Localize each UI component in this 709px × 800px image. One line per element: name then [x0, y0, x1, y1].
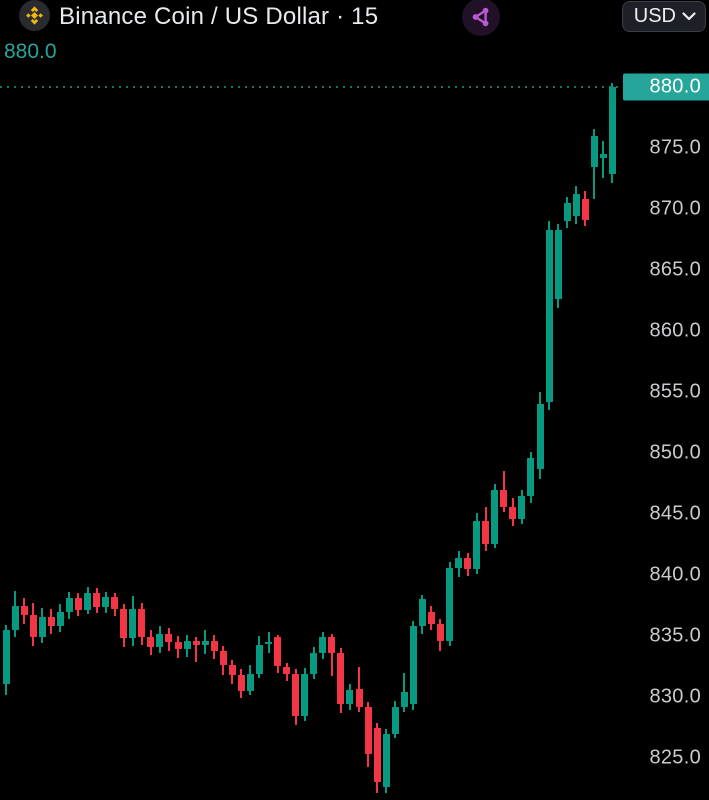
candle-body [111, 597, 119, 610]
candle-body [518, 495, 526, 519]
price-axis-tick: 860.0 [649, 319, 701, 342]
current-price-badge: 880.0 [623, 73, 709, 101]
candle-body [174, 642, 182, 650]
candle-body [319, 637, 327, 654]
candle-body [572, 194, 580, 217]
candlestick-chart-canvas[interactable] [0, 0, 622, 800]
candle-body [608, 87, 616, 174]
candle-wick [330, 633, 333, 677]
price-axis-tick: 830.0 [649, 685, 701, 708]
share-ideas-button[interactable] [462, 0, 500, 36]
candle-body [536, 404, 544, 469]
candle-body [246, 673, 254, 691]
candle-body [156, 633, 164, 647]
candle-body [427, 611, 435, 624]
candle-body [563, 202, 571, 222]
candle-body [120, 609, 128, 639]
candle-body [364, 706, 372, 755]
candle-body [201, 640, 209, 645]
candle-body [301, 673, 309, 717]
candle-body [527, 457, 535, 496]
candle-body [446, 567, 453, 641]
candle-body [581, 199, 589, 220]
candle-body [391, 706, 399, 734]
candle-body [65, 598, 73, 612]
price-axis-tick: 845.0 [649, 502, 701, 525]
candle-body [210, 640, 218, 651]
symbol-title: Binance Coin / US Dollar · 15 [59, 3, 379, 30]
price-axis[interactable]: 880.0 875.0 870.0 865.0 860.0 855.0 850.0 845.… [622, 0, 709, 800]
price-axis-tick: 870.0 [649, 197, 701, 220]
candle-body [20, 605, 28, 616]
candle-body [192, 640, 200, 645]
candle-body [310, 653, 318, 674]
candle-body [84, 593, 91, 611]
binance-bnb-logo-icon [26, 6, 43, 25]
candle-body [283, 666, 291, 674]
candle-wick [602, 140, 605, 179]
candle-body [409, 626, 417, 705]
price-axis-tick: 850.0 [649, 441, 701, 464]
candle-body [436, 623, 444, 641]
candle-body [400, 692, 408, 707]
candle-body [554, 229, 562, 300]
candle-body [228, 665, 236, 676]
chart-header: Binance Coin / US Dollar · 15 USD [0, 0, 709, 66]
current-price-dotted-line [0, 86, 622, 88]
candle-body [38, 616, 46, 638]
candle-body [147, 637, 155, 647]
candle-body [473, 521, 481, 569]
candle-wick [195, 637, 198, 662]
candle-body [292, 673, 300, 717]
price-axis-tick: 865.0 [649, 258, 701, 281]
currency-dropdown[interactable]: USD [621, 1, 706, 32]
candle-body [265, 642, 272, 645]
candle-body [500, 489, 508, 507]
currency-label: USD [633, 5, 676, 27]
candle-body [455, 557, 462, 568]
candle-body [373, 727, 381, 783]
candle-body [337, 653, 345, 705]
candle-body [382, 733, 390, 788]
candle-body [219, 650, 227, 666]
candle-body [47, 616, 55, 627]
candle-body [138, 609, 146, 638]
candle-body [255, 644, 263, 674]
candle-body [2, 629, 10, 684]
candle-body [355, 688, 363, 707]
candle-body [29, 615, 37, 638]
price-axis-tick: 835.0 [649, 624, 701, 647]
chevron-down-icon [682, 12, 696, 21]
share-nodes-icon [472, 7, 489, 27]
candle-body [346, 689, 354, 705]
candle-body [237, 675, 245, 691]
candle-body [599, 154, 607, 158]
candle-body [11, 605, 19, 630]
candle-body [129, 609, 137, 639]
candle-body [74, 598, 82, 611]
price-axis-tick: 825.0 [649, 746, 701, 769]
price-axis-tick: 840.0 [649, 563, 701, 586]
binance-logo-button[interactable] [19, 0, 50, 31]
candle-body [56, 611, 64, 627]
price-axis-tick: 855.0 [649, 380, 701, 403]
candle-body [183, 640, 191, 650]
price-axis-tick: 875.0 [649, 136, 701, 159]
candle-body [509, 506, 517, 519]
candle-body [464, 557, 472, 569]
candle-body [165, 633, 173, 643]
last-price-readout: 880.0 [4, 40, 57, 63]
candle-body [418, 599, 426, 627]
candle-body [93, 593, 100, 607]
candle-body [102, 597, 110, 607]
candle-body [482, 521, 490, 545]
candle-body [274, 637, 281, 667]
candle-body [491, 489, 499, 545]
candle-body [545, 229, 553, 402]
candle-body [590, 135, 598, 168]
candle-body [328, 637, 336, 654]
